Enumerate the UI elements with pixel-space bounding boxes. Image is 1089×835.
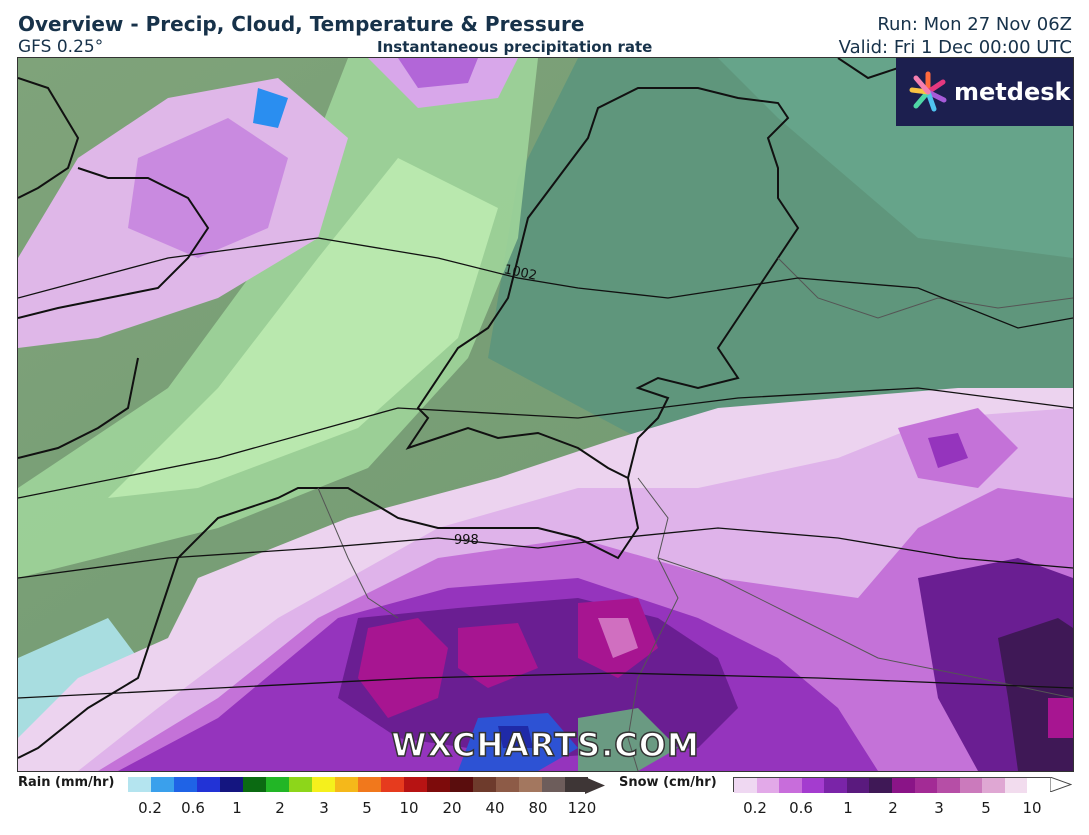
rain-legend-label: Rain (mm/hr): [18, 775, 115, 790]
snow-tick-label: 0.6: [789, 799, 813, 817]
snow-tick-label: 3: [934, 799, 944, 817]
snow-swatch: [914, 778, 938, 793]
rain-swatch: [565, 777, 588, 792]
snow-swatch: [779, 778, 802, 793]
rain-swatch: [128, 777, 151, 792]
isobar-label-1002: 1002: [503, 262, 538, 284]
rain-tick-label: 3: [319, 799, 329, 817]
rain-tick-label: 0.2: [138, 799, 162, 817]
snow-tick-label: 0.2: [743, 799, 767, 817]
snow-scale-arrow: [1050, 777, 1072, 792]
snow-swatch: [801, 778, 825, 793]
snow-swatch: [959, 778, 983, 793]
rain-swatch: [381, 777, 404, 792]
rain-tick-label: 120: [567, 799, 597, 817]
map-canvas: 1002 998: [18, 58, 1073, 771]
snow-swatch: [824, 778, 847, 793]
rain-tick-label: 20: [442, 799, 462, 817]
snow-swatch: [846, 778, 870, 793]
snow-swatch: [1027, 778, 1050, 793]
run-time: Run: Mon 27 Nov 06Z: [877, 14, 1072, 35]
metdesk-logo: metdesk: [896, 58, 1073, 126]
rain-tick-label: 40: [485, 799, 505, 817]
snow-swatch: [937, 778, 960, 793]
snow-tick-label: 2: [888, 799, 898, 817]
model-label: GFS 0.25°: [18, 37, 104, 57]
rain-swatch: [358, 777, 381, 792]
metdesk-logo-icon: [909, 71, 947, 112]
rain-tick-label: 2: [275, 799, 285, 817]
rain-swatch: [243, 777, 266, 792]
rain-swatch: [220, 777, 243, 792]
rain-swatch: [473, 777, 496, 792]
rain-swatch: [427, 777, 450, 792]
chart-title: Overview - Precip, Cloud, Temperature & …: [18, 12, 585, 36]
rain-swatch: [496, 777, 519, 792]
snow-tick-label: 1: [843, 799, 853, 817]
snow-swatch: [734, 778, 757, 793]
valid-time: Valid: Fri 1 Dec 00:00 UTC: [838, 37, 1072, 58]
snow-swatch: [891, 778, 915, 793]
rain-tick-label: 0.6: [181, 799, 205, 817]
snow-color-scale: [733, 777, 1051, 793]
watermark: WXCHARTS.COM: [390, 725, 700, 765]
snow-ticks: 0.2 0.6 1 2 3 5 10: [733, 799, 1063, 819]
snow-swatch: [1004, 778, 1028, 793]
snow-swatch: [756, 778, 780, 793]
snow-legend-label: Snow (cm/hr): [619, 775, 717, 790]
rain-tick-label: 1: [232, 799, 242, 817]
rain-scale-arrow: [585, 777, 605, 794]
rain-swatch: [450, 777, 473, 792]
rain-swatch: [174, 777, 197, 792]
chart-subtitle: Instantaneous precipitation rate: [377, 38, 653, 56]
rain-swatch: [266, 777, 289, 792]
rain-swatch: [519, 777, 542, 792]
snow-tick-label: 10: [1022, 799, 1042, 817]
rain-ticks: 0.2 0.6 1 2 3 5 10 20 40 80 120: [128, 799, 598, 819]
logo-wordmark: metdesk: [954, 78, 1071, 106]
weather-map: 1002 998 metdesk WXCHARTS.COM: [17, 57, 1074, 772]
rain-swatch: [312, 777, 335, 792]
snow-tick-label: 5: [981, 799, 991, 817]
rain-swatch: [197, 777, 220, 792]
rain-color-scale: [128, 777, 588, 792]
rain-tick-label: 5: [362, 799, 372, 817]
isobar-label-998: 998: [454, 533, 479, 548]
snow-swatch: [982, 778, 1005, 793]
rain-tick-label: 80: [528, 799, 548, 817]
snow-swatch: [869, 778, 892, 793]
rain-swatch: [335, 777, 358, 792]
rain-swatch: [151, 777, 174, 792]
rain-tick-label: 10: [399, 799, 419, 817]
rain-swatch: [404, 777, 427, 792]
rain-swatch: [542, 777, 565, 792]
rain-swatch: [289, 777, 312, 792]
